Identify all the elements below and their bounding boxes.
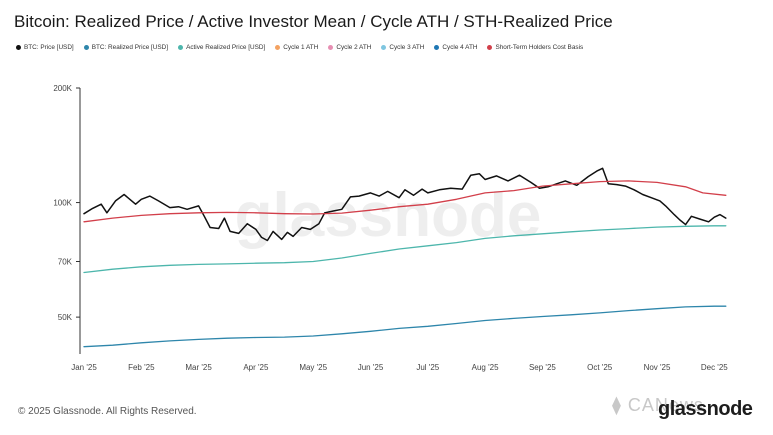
legend-dot-icon	[381, 45, 387, 50]
legend-item[interactable]: Short-Term Holders Cost Basis	[487, 44, 583, 51]
x-tick-label: May '25	[299, 363, 327, 372]
series-line	[83, 305, 727, 348]
x-tick-label: Jul '25	[416, 363, 439, 372]
legend-item[interactable]: BTC: Price [USD]	[16, 44, 74, 51]
legend-item[interactable]: Active Realized Price [USD]	[178, 44, 265, 51]
x-tick-label: Mar '25	[185, 363, 212, 372]
legend-dot-icon	[487, 45, 493, 50]
legend-label: Cycle 4 ATH	[442, 44, 478, 51]
x-tick-label: Feb '25	[128, 363, 155, 372]
legend-label: Cycle 3 ATH	[389, 44, 425, 51]
legend-item[interactable]: Cycle 4 ATH	[434, 44, 477, 51]
legend-dot-icon	[275, 45, 281, 50]
legend-item[interactable]: BTC: Realized Price [USD]	[83, 44, 169, 51]
legend-item[interactable]: Cycle 3 ATH	[381, 44, 424, 51]
x-tick-label: Dec '25	[701, 363, 728, 372]
x-tick-label: Jan '25	[71, 363, 97, 372]
y-tick-label: 100K	[53, 199, 72, 208]
legend-dot-icon	[83, 45, 89, 50]
legend-dot-icon	[328, 45, 334, 50]
x-tick-label: Oct '25	[587, 363, 613, 372]
y-tick-label: 70K	[58, 258, 73, 267]
legend: BTC: Price [USD] BTC: Realized Price [USD…	[16, 44, 583, 51]
x-tick-label: Jun '25	[358, 363, 384, 372]
series-line	[83, 225, 727, 274]
legend-label: BTC: Price [USD]	[24, 44, 74, 51]
legend-label: Active Realized Price [USD]	[186, 44, 266, 51]
series-line	[83, 180, 727, 223]
legend-label: Cycle 1 ATH	[283, 44, 319, 51]
legend-dot-icon	[178, 45, 184, 50]
x-tick-label: Nov '25	[644, 363, 671, 372]
x-tick-label: Aug '25	[472, 363, 499, 372]
legend-label: BTC: Realized Price [USD]	[91, 44, 169, 51]
series-line	[83, 167, 727, 242]
legend-label: Short-Term Holders Cost Basis	[495, 44, 584, 51]
y-tick-label: 200K	[53, 84, 72, 93]
x-tick-label: Apr '25	[243, 363, 269, 372]
x-tick-label: Sep '25	[529, 363, 556, 372]
legend-item[interactable]: Cycle 2 ATH	[328, 44, 371, 51]
copyright-text: © 2025 Glassnode. All Rights Reserved.	[18, 406, 197, 417]
cnews-watermark: ⧫ CANews	[612, 395, 704, 415]
y-tick-label: 50K	[58, 313, 73, 322]
legend-label: Cycle 2 ATH	[336, 44, 372, 51]
legend-dot-icon	[16, 45, 21, 50]
glassnode-logo: glassnode	[658, 398, 753, 420]
chart-title: Bitcoin: Realized Price / Active Investo…	[14, 12, 613, 31]
legend-item[interactable]: Cycle 1 ATH	[275, 44, 318, 51]
legend-dot-icon	[434, 45, 440, 50]
